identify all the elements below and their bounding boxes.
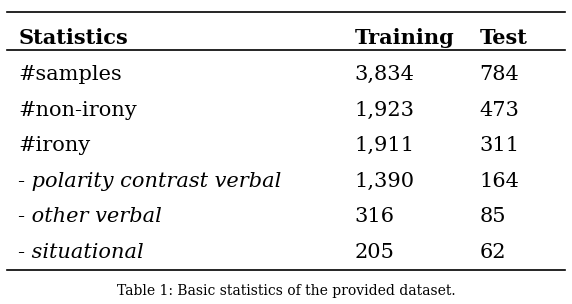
Text: #non-irony: #non-irony: [18, 101, 137, 120]
Text: #samples: #samples: [18, 65, 122, 84]
Text: 62: 62: [479, 243, 506, 262]
Text: - polarity contrast verbal: - polarity contrast verbal: [18, 172, 282, 191]
Text: 1,911: 1,911: [354, 136, 415, 155]
Text: 316: 316: [354, 207, 394, 226]
Text: - situational: - situational: [18, 243, 144, 262]
Text: 473: 473: [479, 101, 519, 120]
Text: 784: 784: [479, 65, 519, 84]
Text: Test: Test: [479, 28, 527, 47]
Text: Statistics: Statistics: [18, 28, 128, 47]
Text: Table 1: Basic statistics of the provided dataset.: Table 1: Basic statistics of the provide…: [117, 284, 455, 298]
Text: 3,834: 3,834: [354, 65, 414, 84]
Text: 311: 311: [479, 136, 519, 155]
Text: 1,390: 1,390: [354, 172, 415, 191]
Text: - other verbal: - other verbal: [18, 207, 162, 226]
Text: 85: 85: [479, 207, 506, 226]
Text: 205: 205: [354, 243, 394, 262]
Text: 1,923: 1,923: [354, 101, 414, 120]
Text: 164: 164: [479, 172, 519, 191]
Text: Training: Training: [354, 28, 454, 47]
Text: #irony: #irony: [18, 136, 91, 155]
